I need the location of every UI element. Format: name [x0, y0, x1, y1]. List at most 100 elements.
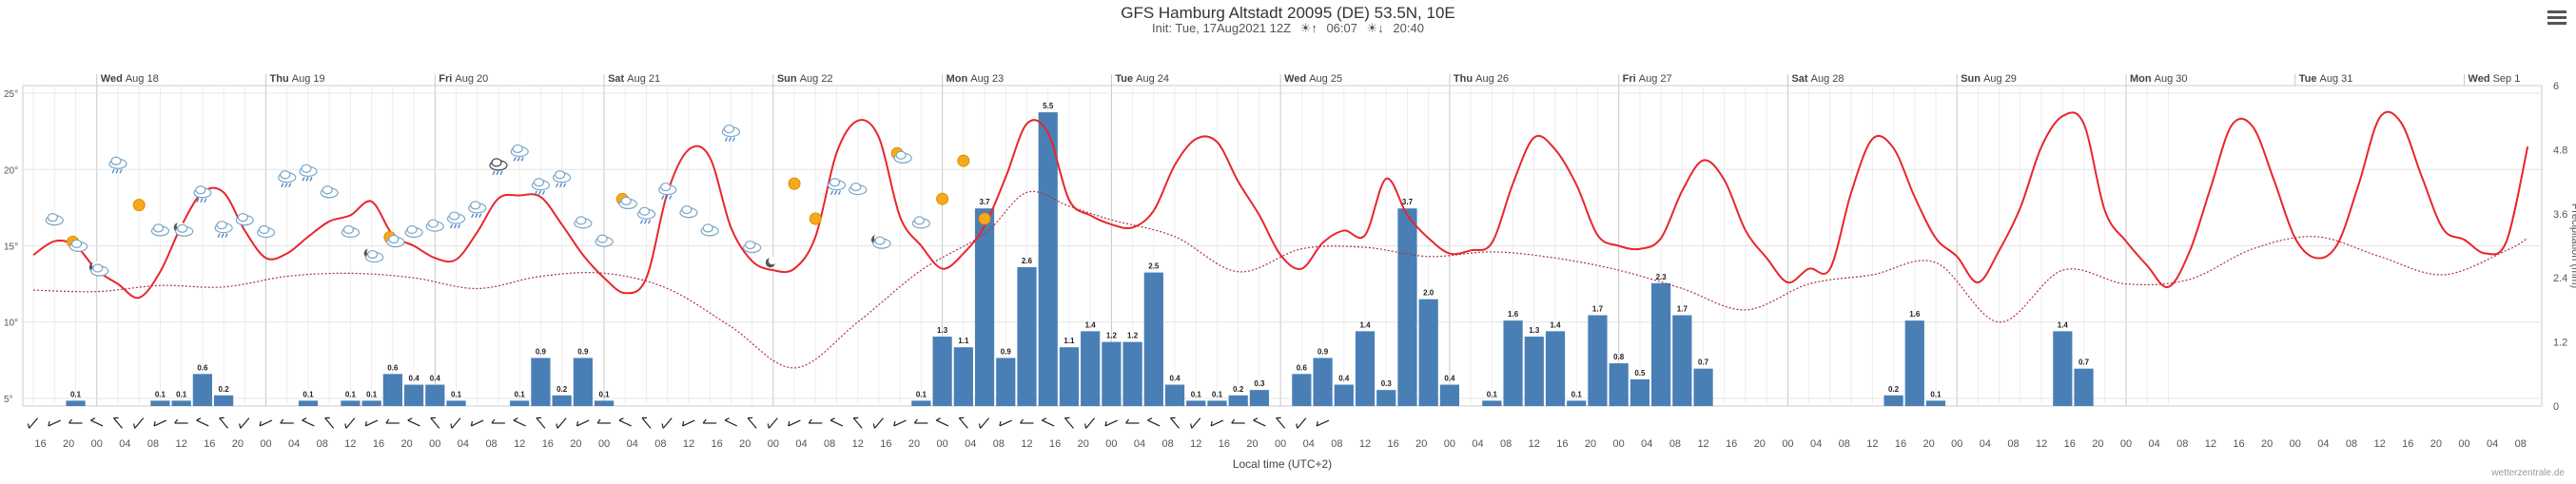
precip-bar: [1545, 331, 1566, 406]
rain-cloud-icon: [108, 156, 127, 174]
precip-data-label: 0.1: [1930, 390, 1942, 398]
day-label: Sun Aug 29: [1961, 73, 2017, 85]
wind-arrow-icon: [364, 419, 379, 427]
precip-data-label: 0.2: [219, 385, 230, 394]
precip-bar: [996, 358, 1016, 406]
hour-tick-label: 20: [739, 438, 751, 450]
wind-barb: [364, 420, 367, 427]
precip-bar: [1609, 363, 1629, 406]
precip-bar: [594, 400, 615, 406]
sunrise-time: 06:07: [1326, 21, 1357, 35]
day-date: Aug 30: [2155, 73, 2188, 85]
wind-shaft: [724, 419, 738, 427]
day-label: Tue Aug 24: [1115, 73, 1169, 85]
precip-tick-label: 4.8: [2553, 145, 2567, 156]
precip-data-label: 2.6: [1022, 257, 1033, 265]
temp-tick-label: 15°: [4, 242, 18, 253]
precip-data-label: 2.0: [1423, 289, 1434, 298]
sunset-time: 20:40: [1393, 21, 1424, 35]
rain-drop: [111, 169, 115, 174]
day-name: Sun: [1961, 73, 1983, 85]
precip-bar: [1228, 395, 1248, 406]
precip-bar: [341, 400, 361, 406]
wind-arrow-icon: [27, 417, 39, 429]
precip-data-label: 2.5: [1148, 262, 1160, 271]
precip-data-label: 1.2: [1127, 332, 1139, 340]
wind-barb: [344, 423, 347, 429]
wind-barb: [959, 416, 965, 419]
wind-arrow-icon: [852, 416, 863, 429]
wind-shaft: [153, 419, 167, 427]
wind-arrow-icon: [470, 419, 484, 427]
temp-tick-label: 5°: [4, 395, 13, 405]
day-name: Sat: [1791, 73, 1810, 85]
day-name: Tue: [2299, 73, 2320, 85]
precip-data-label: 1.4: [1550, 320, 1561, 329]
wind-barb: [491, 418, 496, 424]
rain-drop: [305, 177, 309, 182]
rain-cloud-icon: [636, 206, 656, 224]
wind-arrow-icon: [1083, 417, 1096, 429]
cloud-shape: [913, 216, 925, 225]
partly-sunny-icon: [615, 192, 637, 210]
precip-bar: [552, 395, 572, 406]
wind-arrow-icon: [48, 419, 61, 427]
wind-barb: [702, 418, 707, 424]
cloud-shape: [406, 224, 418, 235]
day-name: Fri: [1623, 73, 1639, 85]
wind-shaft: [365, 419, 379, 427]
wind-barb: [853, 416, 859, 419]
precip-data-label: 1.6: [1508, 310, 1519, 319]
day-date: Aug 26: [1475, 73, 1509, 85]
cloud-icon: [700, 223, 719, 237]
wind-barb: [430, 416, 436, 419]
precip-tick-label: 3.6: [2553, 209, 2567, 221]
wind-arrow-icon: [1210, 419, 1224, 427]
hour-tick-label: 00: [1782, 438, 1793, 450]
hour-tick-label: 04: [1472, 438, 1483, 450]
thunder-cloud-icon: [489, 158, 508, 176]
hour-tick-label: 20: [2430, 438, 2442, 450]
cloud-shape: [237, 213, 248, 223]
hour-tick-label: 16: [204, 438, 215, 450]
rain-cloud-icon: [193, 185, 212, 203]
day-date: Aug 27: [1639, 73, 1672, 85]
precip-bar: [298, 400, 319, 406]
moon-cloud-icon: [870, 234, 891, 249]
wind-barb: [596, 418, 601, 424]
day-name: Wed: [2469, 73, 2493, 85]
wind-barb: [576, 420, 579, 427]
wind-arrow-icon: [829, 417, 844, 427]
day-date: Aug 20: [455, 73, 488, 85]
hamburger-icon[interactable]: [2547, 8, 2566, 27]
hour-tick-label: 00: [936, 438, 947, 450]
credit-text: wetterzentrale.de: [2491, 468, 2565, 478]
wind-barb: [808, 418, 812, 424]
cloud-icon: [743, 240, 762, 254]
wind-arrow-icon: [68, 418, 83, 424]
wind-shaft: [662, 417, 673, 429]
hour-tick-label: 16: [1726, 438, 1737, 450]
wind-barb: [1253, 417, 1259, 421]
hour-tick-label: 12: [2036, 438, 2047, 450]
rain-drop: [453, 223, 458, 229]
wind-arrow-icon: [641, 416, 652, 429]
wind-shaft: [407, 419, 420, 427]
sun-icon: [936, 192, 949, 205]
cloud-shape: [110, 156, 122, 165]
hour-tick-label: 04: [2148, 438, 2159, 450]
wind-barb: [219, 416, 224, 419]
rain-drop: [284, 183, 288, 187]
wind-shaft: [134, 417, 145, 429]
rain-cloud-icon: [278, 170, 297, 187]
hour-tick-label: 20: [908, 438, 920, 450]
hour-tick-label: 00: [429, 438, 440, 450]
rain-cloud-icon: [510, 144, 529, 162]
day-date: Aug 21: [627, 73, 660, 85]
wind-barb: [1104, 420, 1107, 427]
wind-shaft: [1210, 419, 1224, 427]
hour-tick-label: 20: [570, 438, 581, 450]
precip-bar: [1186, 400, 1206, 406]
hour-tick-label: 00: [598, 438, 610, 450]
